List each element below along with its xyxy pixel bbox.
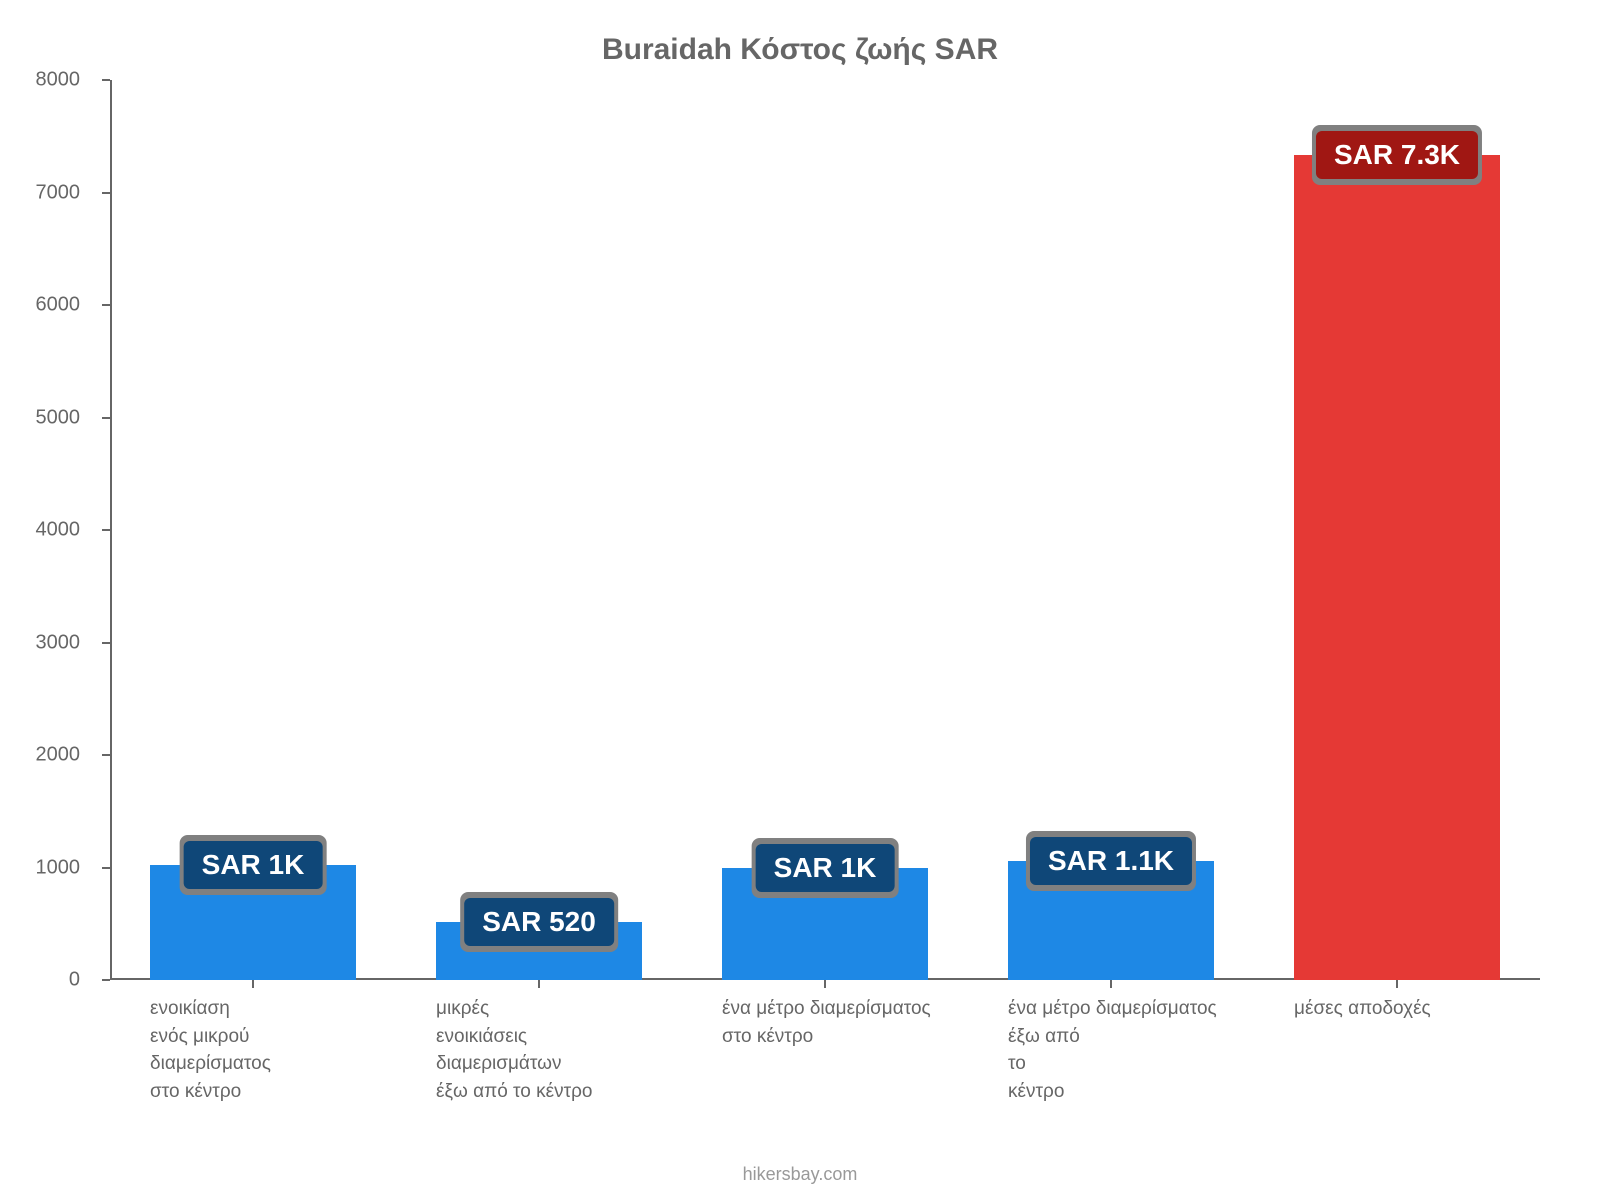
y-tick-label: 8000 bbox=[20, 69, 80, 92]
x-axis-label: ένα μέτρο διαμερίσματος στο κέντρο bbox=[722, 995, 938, 1050]
y-tick-mark bbox=[102, 754, 110, 756]
x-axis-label: μικρές ενοικιάσεις διαμερισμάτων έξω από… bbox=[436, 995, 652, 1105]
x-axis-labels: ενοικίαση ενός μικρού διαμερίσματος στο … bbox=[110, 995, 1540, 1175]
x-tick-mark bbox=[1396, 980, 1398, 988]
value-badge: SAR 1K bbox=[180, 835, 327, 895]
x-tick-mark bbox=[252, 980, 254, 988]
x-axis-label: ένα μέτρο διαμερίσματος έξω από το κέντρ… bbox=[1008, 995, 1224, 1105]
chart-bar bbox=[1294, 155, 1500, 980]
y-tick-mark bbox=[102, 867, 110, 869]
value-badge-text: SAR 520 bbox=[464, 898, 614, 946]
chart-attribution: hikersbay.com bbox=[0, 1164, 1600, 1185]
x-tick-mark bbox=[824, 980, 826, 988]
y-tick-label: 2000 bbox=[20, 744, 80, 767]
y-tick-mark bbox=[102, 417, 110, 419]
x-tick-mark bbox=[1110, 980, 1112, 988]
chart-bars: SAR 1K SAR 520 SAR 1K SAR 1.1K SAR 7.3K bbox=[110, 80, 1540, 980]
y-tick-mark bbox=[102, 642, 110, 644]
y-axis-ticks: 010002000300040005000600070008000 bbox=[30, 80, 100, 980]
value-badge: SAR 520 bbox=[460, 892, 618, 952]
y-tick-mark bbox=[102, 304, 110, 306]
x-axis-label: μέσες αποδοχές bbox=[1294, 995, 1510, 1023]
y-tick-mark bbox=[102, 979, 110, 981]
chart-container: Buraidah Κόστος ζωής SAR 010002000300040… bbox=[0, 0, 1600, 1200]
y-tick-mark bbox=[102, 192, 110, 194]
y-tick-label: 1000 bbox=[20, 856, 80, 879]
value-badge-text: SAR 1.1K bbox=[1030, 837, 1192, 885]
y-tick-label: 0 bbox=[20, 969, 80, 992]
value-badge: SAR 7.3K bbox=[1312, 125, 1482, 185]
y-tick-mark bbox=[102, 529, 110, 531]
y-tick-label: 6000 bbox=[20, 294, 80, 317]
y-tick-label: 7000 bbox=[20, 181, 80, 204]
value-badge: SAR 1K bbox=[752, 838, 899, 898]
y-tick-mark bbox=[102, 79, 110, 81]
value-badge: SAR 1.1K bbox=[1026, 831, 1196, 891]
chart-title: Buraidah Κόστος ζωής SAR bbox=[30, 30, 1570, 70]
chart-plot-area: 010002000300040005000600070008000 SAR 1K… bbox=[110, 80, 1540, 980]
value-badge-text: SAR 1K bbox=[184, 841, 323, 889]
y-tick-label: 4000 bbox=[20, 519, 80, 542]
x-tick-mark bbox=[538, 980, 540, 988]
value-badge-text: SAR 1K bbox=[756, 844, 895, 892]
y-tick-label: 5000 bbox=[20, 406, 80, 429]
y-tick-label: 3000 bbox=[20, 631, 80, 654]
x-axis-label: ενοικίαση ενός μικρού διαμερίσματος στο … bbox=[150, 995, 366, 1105]
value-badge-text: SAR 7.3K bbox=[1316, 131, 1478, 179]
